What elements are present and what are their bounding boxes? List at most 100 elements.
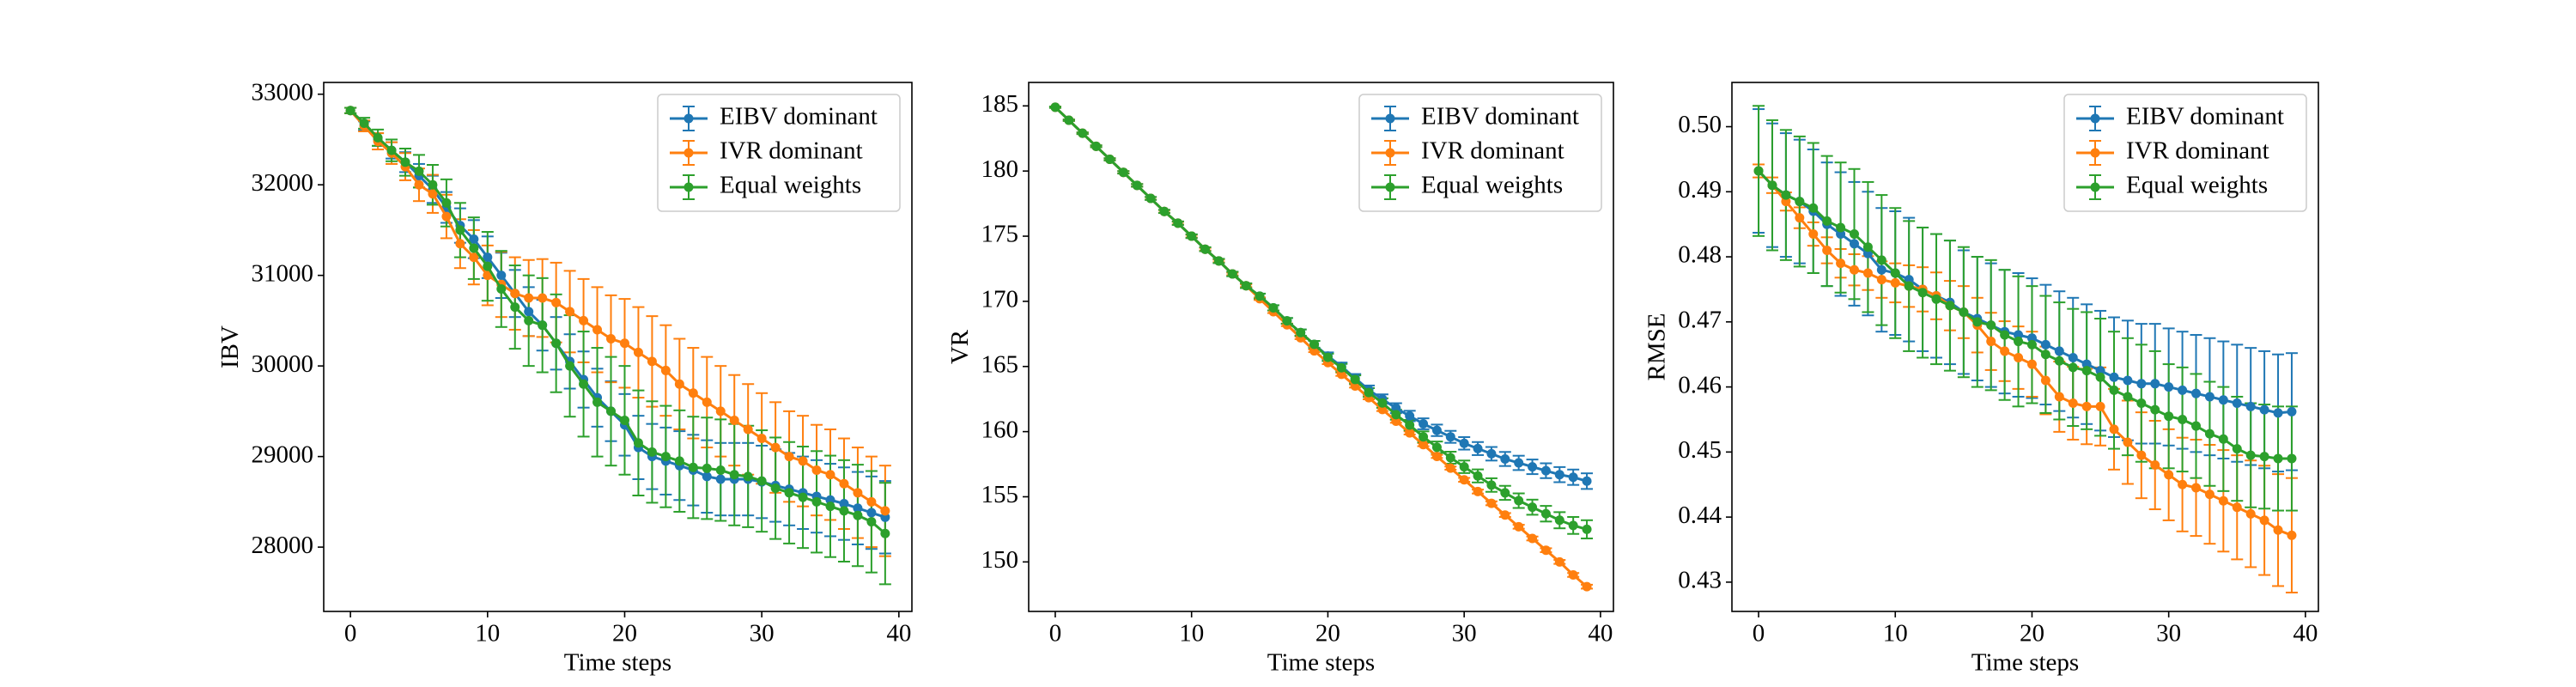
point-marker bbox=[606, 334, 617, 344]
point-marker bbox=[1173, 218, 1183, 228]
point-marker bbox=[1322, 352, 1333, 362]
point-marker bbox=[702, 471, 712, 482]
point-marker bbox=[1568, 472, 1578, 483]
legend: EIBV dominant IVR dominant Equal weights bbox=[657, 94, 901, 212]
point-marker bbox=[1268, 302, 1279, 313]
point-marker bbox=[1554, 515, 1564, 526]
legend-marker bbox=[2090, 148, 2100, 158]
point-marker bbox=[2245, 508, 2256, 519]
point-marker bbox=[2164, 411, 2174, 422]
point-marker bbox=[1528, 502, 1538, 513]
point-marker bbox=[510, 302, 520, 313]
point-marker bbox=[2014, 353, 2024, 363]
point-marker bbox=[2287, 453, 2297, 464]
point-marker bbox=[2123, 375, 2133, 386]
point-marker bbox=[2054, 356, 2064, 366]
point-marker bbox=[2259, 452, 2269, 462]
point-marker bbox=[1391, 410, 1401, 420]
point-marker bbox=[538, 293, 548, 303]
point-marker bbox=[798, 492, 808, 502]
point-marker bbox=[2245, 450, 2256, 460]
point-marker bbox=[1822, 245, 1832, 255]
point-marker bbox=[373, 132, 383, 143]
point-marker bbox=[1459, 462, 1469, 472]
legend-marker bbox=[2090, 113, 2100, 124]
legend-box bbox=[2063, 94, 2307, 212]
point-marker bbox=[770, 442, 781, 453]
y-tick-label: 0.48 bbox=[1678, 241, 1722, 269]
legend: EIBV dominant IVR dominant Equal weights bbox=[2063, 94, 2307, 212]
point-marker bbox=[1582, 524, 1592, 534]
point-marker bbox=[866, 517, 877, 527]
point-marker bbox=[1876, 255, 1886, 265]
point-marker bbox=[1350, 381, 1360, 392]
point-marker bbox=[2026, 339, 2037, 350]
point-marker bbox=[1500, 453, 1510, 464]
point-marker bbox=[524, 307, 534, 317]
point-marker bbox=[565, 307, 575, 317]
point-marker bbox=[2054, 346, 2064, 356]
point-marker bbox=[2232, 444, 2242, 454]
legend-marker bbox=[683, 113, 694, 124]
point-marker bbox=[1836, 258, 1846, 269]
point-marker bbox=[1822, 216, 1832, 226]
point-marker bbox=[1986, 337, 1996, 347]
point-marker bbox=[1554, 470, 1564, 480]
point-marker bbox=[2040, 339, 2050, 350]
y-tick-label: 185 bbox=[981, 90, 1019, 118]
point-marker bbox=[825, 470, 835, 480]
point-marker bbox=[2014, 330, 2024, 340]
point-marker bbox=[1187, 231, 1197, 241]
point-marker bbox=[2040, 375, 2050, 386]
legend-label: IVR dominant bbox=[2126, 137, 2269, 165]
point-marker bbox=[1419, 440, 1429, 450]
point-marker bbox=[2204, 429, 2215, 439]
point-marker bbox=[2273, 408, 2283, 418]
point-marker bbox=[853, 503, 863, 514]
x-tick-label: 20 bbox=[2020, 620, 2044, 647]
point-marker bbox=[1091, 141, 1102, 151]
point-marker bbox=[1862, 248, 1873, 258]
legend-marker bbox=[1385, 148, 1395, 158]
x-axis-label: Time steps bbox=[564, 649, 671, 677]
x-tick-label: 30 bbox=[2156, 620, 2181, 647]
legend-label: IVR dominant bbox=[1421, 137, 1564, 165]
point-marker bbox=[633, 438, 643, 448]
point-marker bbox=[2109, 385, 2119, 395]
point-marker bbox=[1862, 242, 1873, 252]
point-marker bbox=[743, 424, 753, 435]
point-marker bbox=[660, 365, 671, 375]
point-marker bbox=[1419, 432, 1429, 442]
point-marker bbox=[715, 474, 726, 484]
series-line bbox=[1757, 170, 2293, 415]
point-marker bbox=[455, 239, 465, 249]
point-marker bbox=[1959, 307, 1969, 317]
point-marker bbox=[1540, 545, 1551, 556]
point-marker bbox=[400, 157, 410, 167]
y-tick-label: 0.47 bbox=[1678, 306, 1722, 333]
point-marker bbox=[1445, 453, 1455, 463]
y-tick-label: 0.46 bbox=[1678, 371, 1722, 398]
point-marker bbox=[1836, 222, 1846, 233]
y-tick-label: 150 bbox=[981, 546, 1019, 574]
series-line bbox=[349, 109, 886, 535]
point-marker bbox=[2095, 401, 2105, 411]
point-marker bbox=[428, 179, 438, 190]
series-line bbox=[1054, 106, 1588, 531]
subplot: 0 10 20 30 40 0.43 0.44 0.45 0.46 0.47 0.48 0.49 0.5… bbox=[1643, 82, 2319, 677]
point-marker bbox=[1200, 244, 1211, 254]
point-marker bbox=[1296, 327, 1306, 337]
point-marker bbox=[1419, 419, 1429, 429]
point-marker bbox=[2136, 379, 2147, 389]
y-tick-label: 160 bbox=[981, 416, 1019, 443]
point-marker bbox=[1241, 281, 1251, 291]
point-marker bbox=[2150, 404, 2160, 415]
point-marker bbox=[2014, 337, 2024, 347]
x-tick-label: 30 bbox=[1452, 620, 1477, 647]
point-marker bbox=[1064, 115, 1074, 125]
point-marker bbox=[579, 315, 589, 325]
point-marker bbox=[2218, 495, 2228, 506]
point-marker bbox=[1486, 448, 1497, 459]
point-marker bbox=[2026, 333, 2037, 344]
point-marker bbox=[1568, 520, 1578, 531]
